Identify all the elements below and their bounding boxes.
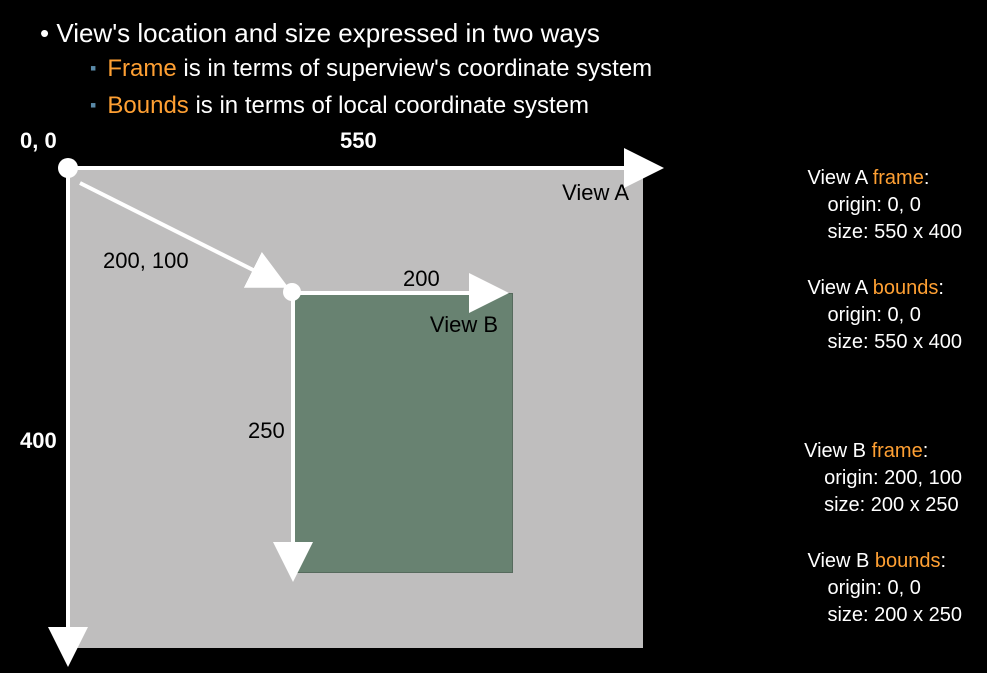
- info-view-a-frame: View A frame: origin: 0, 0 size: 550 x 4…: [807, 165, 962, 246]
- highlight-bounds: Bounds: [107, 92, 188, 119]
- info-a-frame-suffix: :: [924, 167, 930, 189]
- info-a-frame-prefix: View A: [807, 167, 872, 189]
- bullet-sub-frame: Frame is in terms of superview's coordin…: [90, 55, 652, 83]
- info-a-frame-origin: origin: 0, 0: [807, 192, 962, 219]
- view-b-width-label: 200: [403, 266, 440, 292]
- viewb-origin-dot-icon: [283, 283, 301, 301]
- info-b-bounds-prefix: View B: [807, 550, 874, 572]
- highlight-frame: Frame: [107, 55, 176, 82]
- info-b-frame-hl: frame: [872, 440, 923, 462]
- info-b-bounds-origin: origin: 0, 0: [807, 575, 962, 602]
- bullet-main: View's location and size expressed in tw…: [40, 18, 600, 49]
- view-b-name-label: View B: [430, 312, 498, 338]
- pointer-coords-label: 200, 100: [103, 248, 189, 274]
- info-view-a-bounds: View A bounds: origin: 0, 0 size: 550 x …: [807, 275, 962, 356]
- view-a-rect: View A 200, 100 200 250 0, 0 View B: [68, 168, 643, 648]
- info-a-frame-size: size: 550 x 400: [807, 219, 962, 246]
- bullet-sub-frame-rest: is in terms of superview's coordinate sy…: [177, 55, 652, 82]
- info-b-bounds-size: size: 200 x 250: [807, 602, 962, 629]
- view-a-name-label: View A: [562, 180, 629, 206]
- info-b-bounds-suffix: :: [941, 550, 947, 572]
- bullet-sub-bounds-rest: is in terms of local coordinate system: [189, 92, 589, 119]
- info-a-bounds-suffix: :: [938, 277, 944, 299]
- origin-dot-icon: [58, 158, 78, 178]
- diagram-area: 0, 0 550 400 View A 200, 100 200 250 0, …: [20, 128, 670, 663]
- view-a-width-label: 550: [340, 128, 377, 154]
- info-view-b-frame: View B frame: origin: 200, 100 size: 200…: [804, 438, 962, 519]
- bullet-sub-bounds: Bounds is in terms of local coordinate s…: [90, 92, 589, 120]
- info-b-frame-size: size: 200 x 250: [804, 492, 962, 519]
- info-b-bounds-hl: bounds: [875, 550, 941, 572]
- info-b-frame-origin: origin: 200, 100: [804, 465, 962, 492]
- info-view-b-bounds: View B bounds: origin: 0, 0 size: 200 x …: [807, 548, 962, 629]
- info-a-frame-hl: frame: [873, 167, 924, 189]
- info-a-bounds-prefix: View A: [807, 277, 872, 299]
- view-b-rect: View B: [293, 293, 513, 573]
- info-a-bounds-hl: bounds: [873, 277, 939, 299]
- info-b-frame-suffix: :: [923, 440, 929, 462]
- view-b-height-label: 250: [248, 418, 285, 444]
- origin-label: 0, 0: [20, 128, 57, 154]
- info-b-frame-prefix: View B: [804, 440, 871, 462]
- info-a-bounds-origin: origin: 0, 0: [807, 302, 962, 329]
- view-a-height-label: 400: [20, 428, 57, 454]
- info-a-bounds-size: size: 550 x 400: [807, 329, 962, 356]
